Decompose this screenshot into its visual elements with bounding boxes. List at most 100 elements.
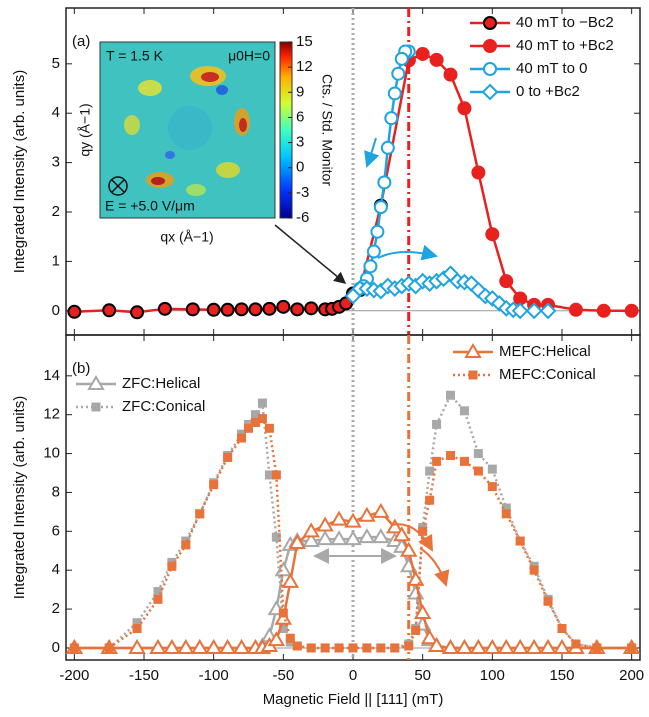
marker <box>279 608 288 617</box>
marker <box>131 306 143 318</box>
marker <box>472 166 484 178</box>
marker <box>209 480 218 489</box>
marker <box>236 303 248 315</box>
marker <box>362 643 371 652</box>
marker <box>486 228 498 240</box>
panel-label: (b) <box>72 360 90 377</box>
x-tick-label: 0 <box>349 667 357 684</box>
marker <box>409 587 423 599</box>
marker <box>570 304 582 316</box>
colorbar-tick-label: 15 <box>296 33 313 50</box>
y-tick-label: 5 <box>52 55 60 72</box>
marker <box>68 306 80 318</box>
x-tick-label: 100 <box>480 667 505 684</box>
marker <box>208 304 220 316</box>
marker <box>349 643 358 652</box>
marker <box>283 575 297 587</box>
marker <box>417 48 429 60</box>
marker <box>222 304 234 316</box>
legend-label: MEFC:Conical <box>499 366 596 383</box>
marker <box>378 176 390 188</box>
marker <box>627 643 636 652</box>
marker <box>484 63 496 75</box>
x-tick-label: -100 <box>199 667 229 684</box>
marker <box>371 226 383 238</box>
marker <box>335 643 344 652</box>
inset: T = 1.5 K μ0H=0 E = +5.0 V/μm qx (Å−1) q… <box>77 33 345 283</box>
marker <box>396 53 408 65</box>
marker <box>598 305 610 317</box>
marker <box>458 102 470 114</box>
legend-label: 40 mT to −Bc2 <box>516 14 614 31</box>
marker <box>187 303 199 315</box>
colorbar-tick-label: -6 <box>296 209 309 226</box>
marker <box>181 540 190 549</box>
x-tick-label: 50 <box>414 667 431 684</box>
legend-label: MEFC:Helical <box>499 343 591 360</box>
inset-ylabel: qy (Å−1) <box>77 103 93 156</box>
marker <box>592 643 601 652</box>
x-tick-label: -150 <box>129 667 159 684</box>
marker <box>307 643 316 652</box>
marker <box>70 643 79 652</box>
y-tick-label: 2 <box>52 203 60 220</box>
y-tick-label: 4 <box>52 104 60 121</box>
marker <box>488 465 497 474</box>
marker <box>446 391 455 400</box>
marker <box>500 275 512 287</box>
marker <box>332 513 346 525</box>
marker <box>133 624 142 633</box>
marker <box>404 642 413 651</box>
marker <box>484 40 496 52</box>
colorbar-tick-label: -3 <box>296 184 309 201</box>
marker <box>223 453 232 462</box>
marker <box>488 482 497 491</box>
marker <box>557 624 566 633</box>
y-tick-label: 8 <box>52 483 60 500</box>
legend-label: ZFC:Conical <box>122 398 205 415</box>
marker <box>446 451 455 460</box>
colorbar-tick-label: 3 <box>296 134 304 151</box>
marker <box>291 303 303 315</box>
colorbar-label: Cts. / Std. Monitor <box>319 74 335 186</box>
x-tick-label: 200 <box>619 667 644 684</box>
marker <box>305 302 317 314</box>
y-tick-label: 3 <box>52 154 60 171</box>
marker <box>432 457 441 466</box>
marker <box>425 467 434 476</box>
y-tick-label: 0 <box>52 302 60 319</box>
marker <box>460 406 469 415</box>
colorbar-tick-label: 6 <box>296 108 304 125</box>
x-tick-label: -200 <box>59 667 89 684</box>
legend-label: ZFC:Helical <box>122 375 200 392</box>
marker <box>376 643 385 652</box>
marker <box>159 303 171 315</box>
marker <box>516 537 525 546</box>
marker <box>626 305 638 317</box>
x-axis-label: Magnetic Field || [111] (mT) <box>263 691 444 708</box>
colorbar <box>280 42 292 218</box>
marker <box>364 260 376 272</box>
y-tick-label: 6 <box>52 522 60 539</box>
marker <box>105 643 114 652</box>
marker <box>276 563 290 575</box>
marker <box>286 634 295 643</box>
y-tick-label: 0 <box>52 639 60 656</box>
marker <box>571 640 580 649</box>
marker <box>483 85 497 99</box>
marker <box>237 434 246 443</box>
marker <box>167 562 176 571</box>
marker <box>474 467 483 476</box>
marker <box>502 509 511 518</box>
marker <box>544 597 553 606</box>
legend-label: 40 mT to 0 <box>516 60 587 77</box>
marker <box>153 595 162 604</box>
marker <box>389 87 401 99</box>
marker <box>263 303 275 315</box>
y-axis-label: Integrated Intensity (arb. units) <box>11 396 28 599</box>
marker <box>92 403 101 412</box>
marker <box>368 246 380 258</box>
marker <box>195 509 204 518</box>
colorbar-tick-label: 0 <box>296 159 304 176</box>
marker <box>277 301 289 313</box>
